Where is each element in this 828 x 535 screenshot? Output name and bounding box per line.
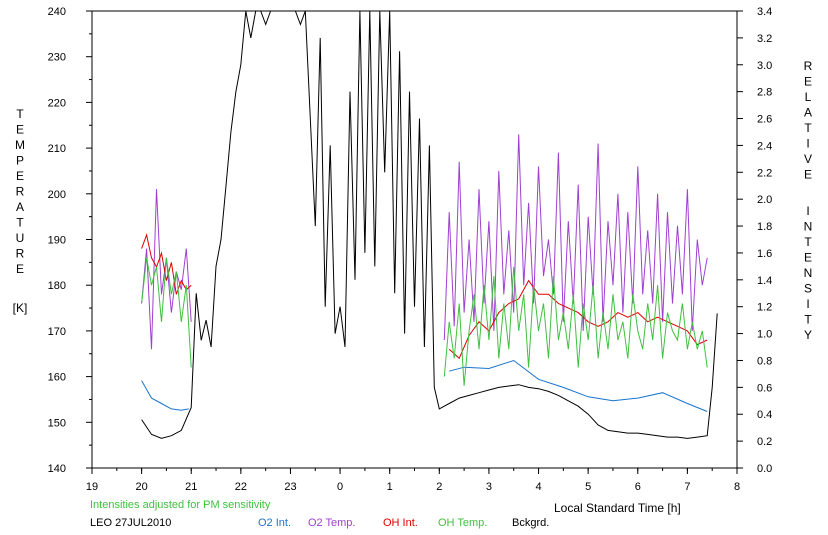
y-left-title-letter: E — [16, 123, 24, 137]
y-right-tick-label: 2.6 — [757, 114, 772, 126]
x-tick-label: 0 — [337, 481, 343, 493]
series-line — [141, 233, 708, 360]
y-right-tick-label: 2.0 — [757, 194, 772, 206]
series-layer — [141, 11, 718, 439]
y-left-title-letter: R — [16, 247, 25, 261]
y-right-tick-label: 3.2 — [757, 33, 772, 45]
x-tick-label: 7 — [684, 481, 690, 493]
y-right-tick-label: 1.2 — [757, 302, 772, 314]
y-right-tick-label: 2.4 — [757, 140, 772, 152]
x-tick-label: 21 — [185, 481, 197, 493]
legend-entry: O2 Int. — [258, 517, 291, 529]
y-left-tick-label: 160 — [48, 372, 66, 384]
y-left-tick-label: 220 — [48, 97, 66, 109]
y-left-title-letter: P — [16, 154, 24, 168]
x-tick-label: 20 — [135, 481, 147, 493]
y-right-tick-label: 0.0 — [757, 463, 772, 475]
y-right-title-letter: N — [804, 266, 813, 280]
y-left-tick-label: 230 — [48, 52, 66, 64]
y-left-title-letter: U — [16, 231, 25, 245]
y-left-tick-label: 140 — [48, 463, 66, 475]
x-tick-label: 4 — [535, 481, 541, 493]
y-right-tick-label: 1.4 — [757, 275, 772, 287]
y-right-title-letter: E — [804, 75, 812, 89]
y-left-tick-label: 150 — [48, 417, 66, 429]
y-right-title-letter: L — [805, 90, 812, 104]
x-tick-label: 3 — [486, 481, 492, 493]
y-right-tick-label: 0.6 — [757, 382, 772, 394]
y-right-tick-label: 0.2 — [757, 436, 772, 448]
station-date-label: LEO 27JUL2010 — [90, 517, 171, 529]
y-left-title-letter: R — [16, 185, 25, 199]
legend-entry: OH Temp. — [438, 517, 487, 529]
series-line — [141, 11, 718, 439]
ticks-layer — [86, 10, 743, 474]
y-right-title-letter: T — [804, 313, 812, 327]
y-right-tick-label: 3.4 — [757, 6, 772, 18]
y-right-tick-label: 2.8 — [757, 87, 772, 99]
y-left-title-letter: T — [16, 107, 24, 121]
pm-sensitivity-note: Intensities adjusted for PM sensitivity — [90, 499, 271, 511]
legend-entry: O2 Temp. — [308, 517, 356, 529]
x-axis-title: Local Standard Time [h] — [554, 501, 681, 515]
y-left-tick-label: 200 — [48, 189, 66, 201]
y-left-tick-label: 240 — [48, 6, 66, 18]
y-left-title-letter: E — [16, 262, 24, 276]
y-left-unit: [K] — [13, 301, 28, 315]
y-right-title-letter: T — [804, 235, 812, 249]
legend-entry: Bckgrd. — [512, 517, 549, 529]
y-right-title-letter: N — [804, 220, 813, 234]
x-tick-label: 8 — [734, 481, 740, 493]
y-right-title-letter: I — [806, 204, 809, 218]
legend: Intensities adjusted for PM sensitivity L… — [90, 499, 549, 529]
y-right-title-letter: I — [806, 137, 809, 151]
series-line — [141, 359, 708, 412]
x-tick-label: 6 — [635, 481, 641, 493]
y-left-tick-label: 180 — [48, 280, 66, 292]
y-right-title-letter: V — [804, 152, 812, 166]
y-right-tick-label: 1.8 — [757, 221, 772, 233]
x-tick-label: 2 — [436, 481, 442, 493]
y-left-title-letter: A — [16, 200, 24, 214]
x-tick-label: 19 — [86, 481, 98, 493]
y-right-title-letter: I — [806, 297, 809, 311]
y-left-title-letter: M — [15, 138, 25, 152]
y-right-tick-label: 0.4 — [757, 409, 772, 421]
y-right-tick-label: 3.0 — [757, 60, 772, 72]
plot-area — [141, 11, 718, 439]
y-right-title-letter: S — [804, 282, 812, 296]
y-left-title-letter: E — [16, 169, 24, 183]
y-right-title-letter: T — [804, 121, 812, 135]
y-right-tick-label: 1.6 — [757, 248, 772, 260]
x-tick-label: 5 — [585, 481, 591, 493]
y-right-title-letter: A — [804, 106, 812, 120]
x-tick-label: 23 — [284, 481, 296, 493]
series-line — [141, 257, 708, 386]
y-right-title-letter: E — [804, 168, 812, 182]
legend-entry: OH Int. — [383, 517, 418, 529]
y-right-title-letter: E — [804, 251, 812, 265]
y-left-tick-label: 210 — [48, 143, 66, 155]
y-right-tick-label: 2.2 — [757, 167, 772, 179]
labels-layer: 19 20 21 22 23 0 1 2 3 4 5 6 7 8140150160170180190200… — [13, 6, 813, 515]
y-right-tick-label: 1.0 — [757, 329, 772, 341]
x-tick-label: 22 — [235, 481, 247, 493]
y-left-tick-label: 170 — [48, 326, 66, 338]
y-left-tick-label: 190 — [48, 235, 66, 247]
y-right-title-letter: Y — [804, 328, 812, 342]
y-right-title-letter: R — [804, 59, 813, 73]
y-right-tick-label: 0.8 — [757, 355, 772, 367]
x-tick-label: 1 — [387, 481, 393, 493]
y-left-title-letter: T — [16, 216, 24, 230]
